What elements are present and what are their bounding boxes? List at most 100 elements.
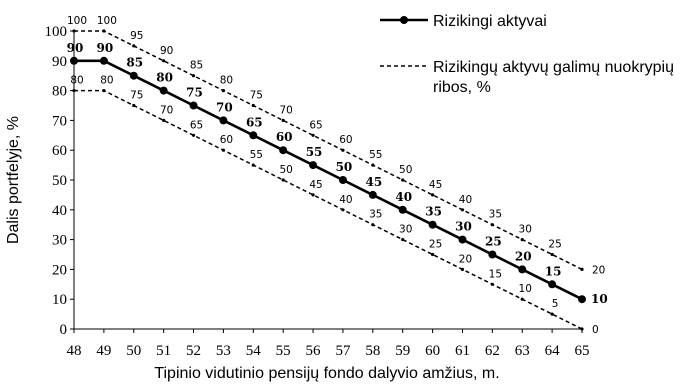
main-series-point — [428, 220, 437, 229]
x-tick-label: 53 — [216, 343, 231, 359]
upper-band-point — [550, 252, 554, 257]
upper-band-point — [102, 29, 106, 33]
upper-band-point — [251, 103, 255, 108]
lower-band-data-label: 25 — [429, 239, 442, 251]
x-tick-label: 63 — [515, 343, 530, 359]
upper-band-point — [132, 44, 136, 48]
lower-band-data-label: 80 — [100, 75, 113, 87]
main-data-label: 75 — [186, 86, 203, 100]
upper-band-data-label: 45 — [429, 179, 442, 191]
lower-band-data-label: 80 — [70, 75, 83, 87]
lower-band-data-label: 0 — [592, 324, 599, 336]
main-data-label: 85 — [126, 56, 143, 70]
lower-band-point — [490, 282, 494, 286]
main-series-point — [338, 176, 347, 184]
upper-band-point — [401, 178, 405, 182]
lower-band-point — [341, 208, 345, 212]
main-series-point — [548, 280, 557, 289]
upper-band-data-label: 35 — [489, 209, 502, 221]
main-series-point — [578, 295, 586, 304]
x-tick-label: 56 — [306, 343, 322, 359]
upper-band-point — [490, 223, 494, 227]
lower-band-point — [401, 238, 405, 242]
upper-band-data-label: 95 — [130, 30, 143, 42]
main-series-line — [70, 56, 586, 304]
legend-label-band: Rizikingų aktyvų galimų nuokrypių ribos,… — [433, 59, 678, 96]
y-tick-label: 70 — [52, 113, 67, 129]
lower-band-point — [371, 223, 375, 227]
upper-band-data-label: 85 — [190, 60, 203, 72]
upper-band-data-label: 20 — [592, 264, 605, 276]
upper-band-point — [311, 133, 315, 137]
main-series-point — [488, 250, 497, 259]
main-data-label: 40 — [395, 190, 412, 204]
main-data-label: 25 — [485, 235, 502, 249]
x-tick-label: 61 — [455, 343, 470, 359]
upper-band-data-label: 90 — [160, 45, 173, 57]
x-tick-label: 51 — [156, 343, 171, 359]
upper-band-point — [371, 163, 375, 167]
upper-band-data-label: 80 — [220, 75, 233, 87]
main-data-label: 10 — [591, 292, 608, 306]
main-data-label: 50 — [336, 160, 353, 174]
x-tick-label: 55 — [276, 343, 291, 359]
lower-band-point — [221, 148, 226, 152]
upper-band-point — [520, 238, 524, 242]
main-data-label: 90 — [97, 41, 114, 55]
lower-band-point — [132, 103, 136, 108]
upper-band-data-label: 75 — [250, 90, 263, 102]
main-data-label: 55 — [306, 145, 323, 159]
lower-band-point — [550, 312, 554, 316]
x-tick-label: 58 — [365, 343, 380, 359]
main-data-label: 60 — [276, 130, 293, 144]
main-data-label: 35 — [425, 205, 442, 219]
main-data-label: 65 — [246, 115, 263, 129]
main-series-point — [309, 161, 318, 170]
legend-label-band-line1: Rizikingų aktyvų galimų nuokrypių — [433, 59, 674, 76]
lower-band-point — [281, 178, 285, 182]
x-tick-label: 57 — [335, 343, 351, 359]
x-tick-label: 62 — [485, 343, 500, 359]
lower-band-point — [102, 89, 106, 93]
upper-band-data-label: 60 — [339, 134, 352, 146]
y-tick-label: 0 — [60, 322, 68, 338]
x-tick-label: 65 — [575, 343, 590, 359]
x-tick-label: 60 — [425, 343, 440, 359]
x-tick-label: 64 — [545, 343, 561, 359]
lower-band-data-label: 70 — [160, 104, 173, 116]
main-series-point — [279, 146, 288, 155]
lower-band-data-label: 60 — [220, 134, 233, 146]
upper-band-point — [162, 59, 166, 63]
main-series-point — [368, 190, 377, 199]
upper-band-data-label: 100 — [97, 15, 117, 27]
main-series-point — [189, 101, 198, 110]
y-tick-label: 50 — [52, 173, 67, 189]
x-tick-label: 50 — [126, 343, 141, 359]
main-data-label: 45 — [365, 175, 382, 189]
lower-band-data-label: 65 — [190, 119, 203, 131]
y-tick-label: 80 — [52, 84, 67, 100]
lower-band-point — [311, 193, 315, 197]
upper-band-point — [281, 118, 285, 122]
lower-band-data-label: 50 — [279, 164, 292, 176]
main-series-point — [159, 86, 168, 95]
x-tick-label: 52 — [186, 343, 201, 359]
lower-band-data-label: 5 — [552, 298, 559, 310]
y-axis-title: Dalis portfelyje, % — [5, 116, 22, 244]
main-data-label: 80 — [156, 71, 173, 85]
upper-band-data-label: 40 — [459, 194, 472, 206]
lower-band-point — [162, 118, 166, 122]
legend-label-band-line2: ribos, % — [433, 79, 491, 96]
deviation-band-lines — [72, 29, 584, 331]
main-data-label: 20 — [515, 249, 532, 263]
y-tick-label: 30 — [52, 233, 67, 249]
upper-band-data-label: 30 — [519, 224, 532, 236]
legend: Rizikingi aktyvai Rizikingų aktyvų galim… — [380, 13, 678, 96]
x-tick-label: 59 — [395, 343, 410, 359]
upper-band-data-label: 70 — [279, 104, 292, 116]
y-tick-label: 100 — [45, 24, 68, 40]
lower-band-data-label: 15 — [489, 268, 502, 280]
main-series-point — [219, 116, 228, 125]
